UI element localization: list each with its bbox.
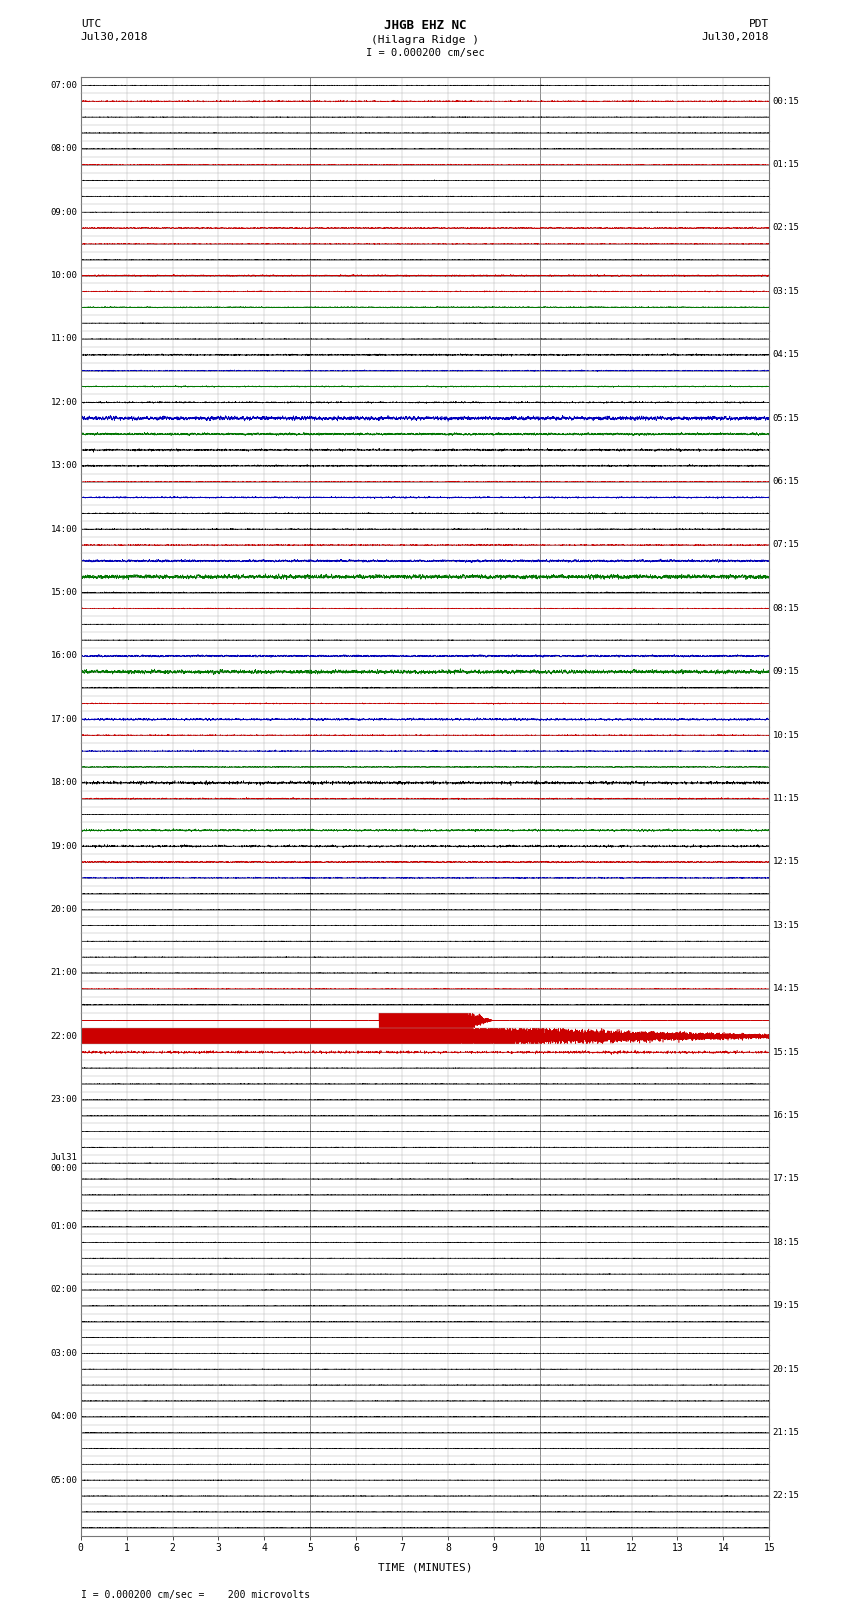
Text: 18:00: 18:00 (50, 777, 77, 787)
Text: 20:15: 20:15 (773, 1365, 800, 1374)
Text: 15:00: 15:00 (50, 589, 77, 597)
Text: 14:00: 14:00 (50, 524, 77, 534)
Text: 02:00: 02:00 (50, 1286, 77, 1294)
Text: 06:15: 06:15 (773, 477, 800, 486)
Text: 00:15: 00:15 (773, 97, 800, 106)
Text: 20:00: 20:00 (50, 905, 77, 915)
Text: 07:15: 07:15 (773, 540, 800, 550)
Text: Jul30,2018: Jul30,2018 (702, 32, 769, 42)
Text: 22:15: 22:15 (773, 1492, 800, 1500)
Text: 02:15: 02:15 (773, 224, 800, 232)
Text: 03:00: 03:00 (50, 1348, 77, 1358)
Text: 12:00: 12:00 (50, 398, 77, 406)
Text: I = 0.000200 cm/sec =    200 microvolts: I = 0.000200 cm/sec = 200 microvolts (81, 1590, 310, 1600)
Text: 23:00: 23:00 (50, 1095, 77, 1105)
Text: 13:00: 13:00 (50, 461, 77, 471)
Text: 16:15: 16:15 (773, 1111, 800, 1119)
Text: 03:15: 03:15 (773, 287, 800, 295)
Text: 13:15: 13:15 (773, 921, 800, 929)
Text: 10:15: 10:15 (773, 731, 800, 740)
Text: (Hilagra Ridge ): (Hilagra Ridge ) (371, 35, 479, 45)
Text: 22:00: 22:00 (50, 1032, 77, 1040)
Text: 11:00: 11:00 (50, 334, 77, 344)
Text: 12:15: 12:15 (773, 858, 800, 866)
Text: 21:15: 21:15 (773, 1428, 800, 1437)
Text: 11:15: 11:15 (773, 794, 800, 803)
Text: 01:00: 01:00 (50, 1223, 77, 1231)
Text: Jul30,2018: Jul30,2018 (81, 32, 148, 42)
Text: 01:15: 01:15 (773, 160, 800, 169)
Text: 08:00: 08:00 (50, 144, 77, 153)
Text: 09:15: 09:15 (773, 668, 800, 676)
Text: 09:00: 09:00 (50, 208, 77, 216)
Text: 18:15: 18:15 (773, 1237, 800, 1247)
Text: 04:15: 04:15 (773, 350, 800, 360)
Text: 14:15: 14:15 (773, 984, 800, 994)
Text: 17:15: 17:15 (773, 1174, 800, 1184)
Text: 05:00: 05:00 (50, 1476, 77, 1484)
Text: 05:15: 05:15 (773, 413, 800, 423)
Text: 08:15: 08:15 (773, 603, 800, 613)
Text: 10:00: 10:00 (50, 271, 77, 281)
Text: PDT: PDT (749, 19, 769, 29)
Text: 16:00: 16:00 (50, 652, 77, 660)
Text: I = 0.000200 cm/sec: I = 0.000200 cm/sec (366, 48, 484, 58)
Text: 07:00: 07:00 (50, 81, 77, 90)
Text: 19:15: 19:15 (773, 1302, 800, 1310)
Text: TIME (MINUTES): TIME (MINUTES) (377, 1563, 473, 1573)
Text: UTC: UTC (81, 19, 101, 29)
Text: JHGB EHZ NC: JHGB EHZ NC (383, 19, 467, 32)
Text: 15:15: 15:15 (773, 1048, 800, 1057)
Text: 19:00: 19:00 (50, 842, 77, 850)
Text: 04:00: 04:00 (50, 1413, 77, 1421)
Text: Jul31
00:00: Jul31 00:00 (50, 1153, 77, 1173)
Text: 17:00: 17:00 (50, 715, 77, 724)
Text: 21:00: 21:00 (50, 968, 77, 977)
